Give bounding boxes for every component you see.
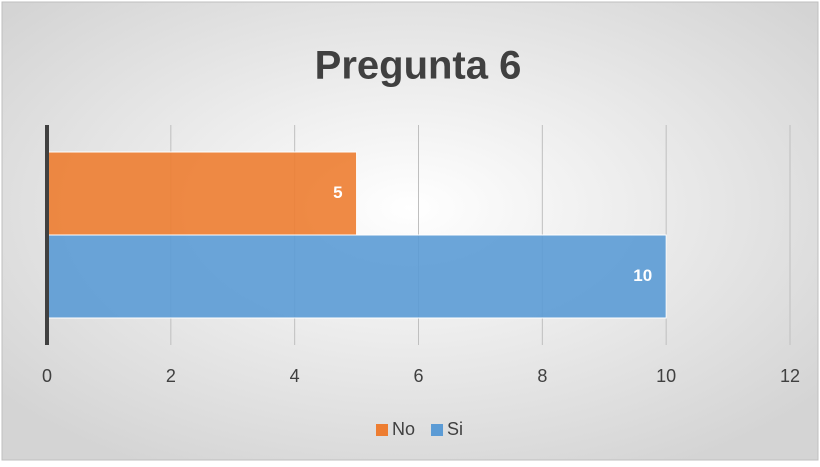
x-tick-label: 8 (537, 366, 547, 386)
bar (46, 234, 667, 319)
legend-swatch (431, 424, 444, 436)
x-tick-label: 10 (656, 366, 676, 386)
x-tick-label: 2 (166, 366, 176, 386)
chart-title: Pregunta 6 (315, 44, 522, 88)
legend-label: No (392, 419, 415, 439)
legend-swatch (376, 424, 388, 436)
x-tick-label: 6 (413, 366, 423, 386)
bar (46, 151, 358, 236)
x-tick-label: 0 (42, 366, 52, 386)
data-label: 5 (333, 183, 342, 202)
legend-label: Si (447, 419, 463, 439)
data-label: 10 (633, 266, 652, 285)
x-tick-label: 12 (780, 366, 800, 386)
x-tick-label: 4 (290, 366, 300, 386)
